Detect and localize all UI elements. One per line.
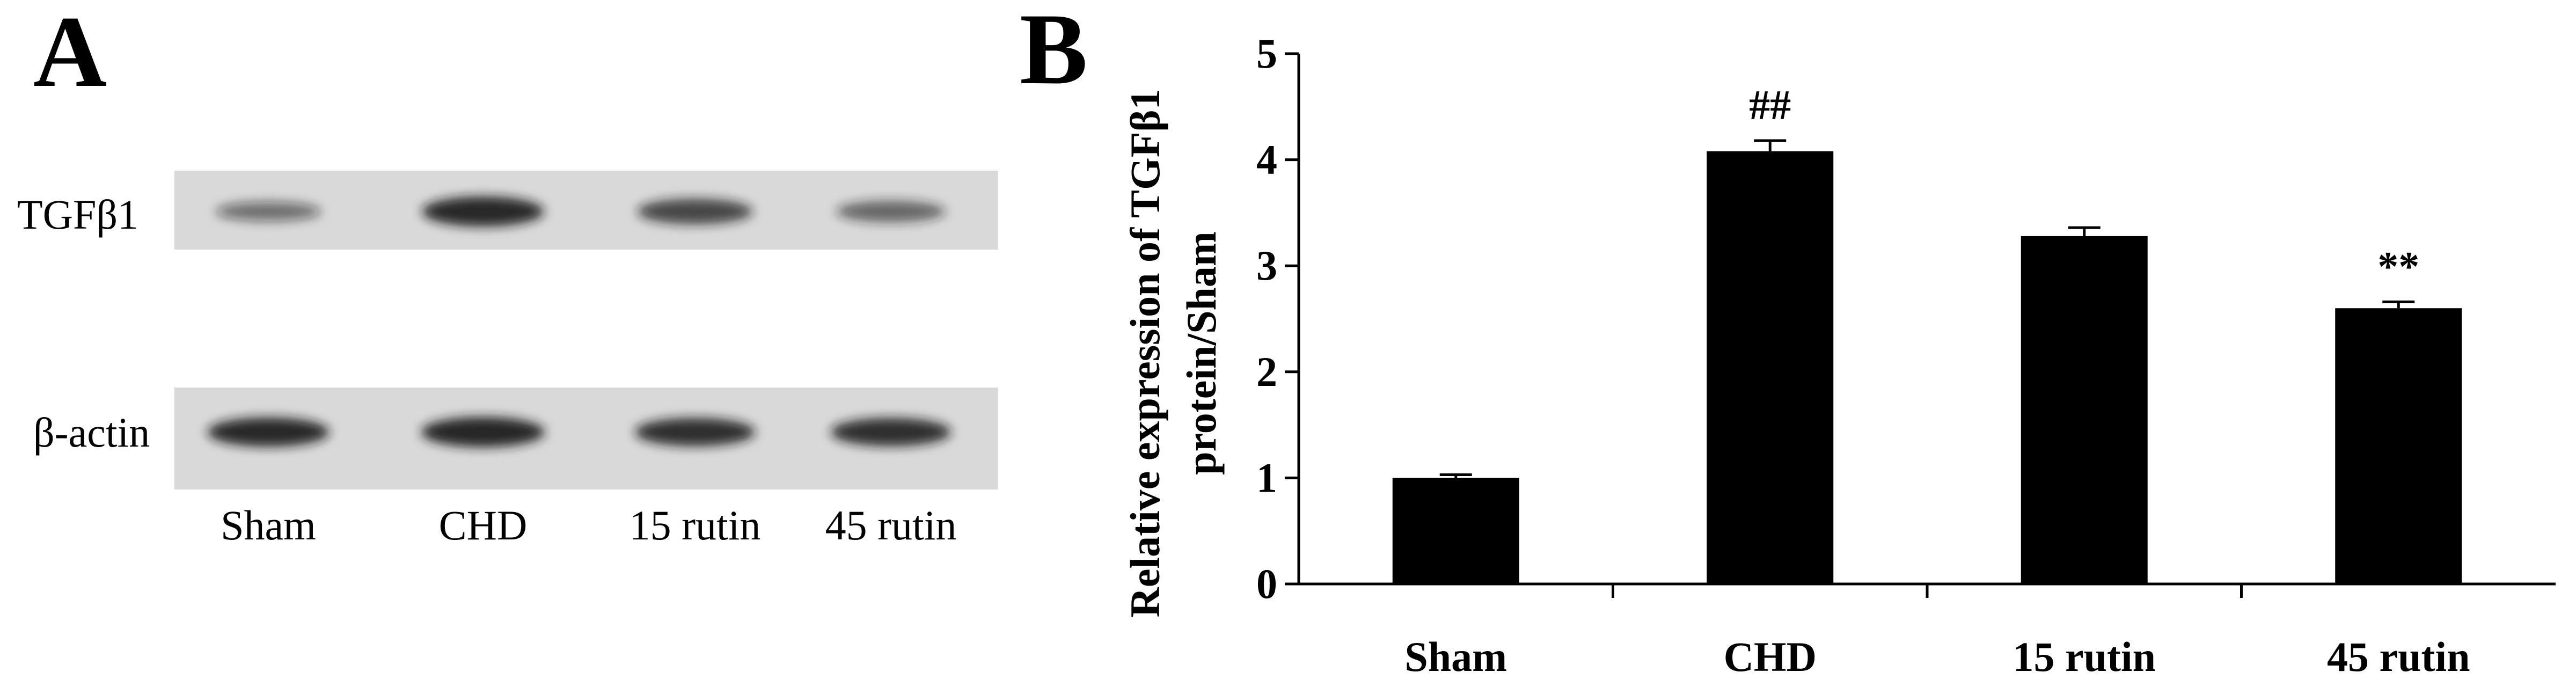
bar-15-rutin: [2021, 236, 2148, 584]
blot-row-label-tgfb1: TGFβ1: [17, 191, 138, 238]
lane-label-45-rutin: 45 rutin: [825, 502, 957, 549]
y-tick-label: 0: [1256, 560, 1277, 607]
blot-row-tgfb1: TGFβ1: [17, 171, 998, 250]
blot-band: [831, 418, 951, 447]
y-axis-label-line-1: Relative expression of TGFβ1: [1122, 89, 1168, 618]
panel-a-letter: A: [33, 0, 107, 108]
blot-band: [637, 199, 753, 224]
y-axis-label: Relative expression of TGFβ1 protein/Sha…: [1122, 89, 1225, 618]
lane-label-15-rutin: 15 rutin: [630, 502, 761, 549]
blot-band: [421, 417, 545, 447]
chart-labels: 0 1 2 3 4 5 Sham CHD ## 15 rutin 45 rutin **: [1256, 30, 2470, 680]
panel-a-western-blot: A TGFβ1 β-actin Sham CHD 15 rutin 45 rut…: [17, 0, 998, 549]
y-tick-label: 2: [1256, 348, 1277, 395]
blot-bands-beta-actin: [207, 417, 951, 447]
y-tick-label: 5: [1256, 30, 1277, 77]
blot-row-beta-actin: β-actin: [33, 388, 998, 490]
significance-annotation: **: [2377, 243, 2419, 289]
blot-band: [207, 417, 330, 447]
panel-b-letter: B: [1020, 0, 1088, 106]
x-category-label: Sham: [1404, 633, 1507, 680]
x-category-label: 15 rutin: [2012, 633, 2156, 680]
blot-band: [635, 418, 755, 447]
y-tick-label: 1: [1256, 454, 1277, 501]
significance-annotation: ##: [1749, 82, 1791, 128]
chart-bars: [1392, 139, 2462, 584]
y-tick-label: 4: [1256, 136, 1277, 183]
lane-label-sham: Sham: [221, 502, 316, 549]
blot-band: [422, 196, 544, 227]
bar-45-rutin: [2335, 308, 2462, 584]
blot-bands-tgfb1: [215, 196, 946, 227]
blot-band: [836, 201, 946, 222]
bar-chd: [1707, 151, 1834, 584]
x-category-label: 45 rutin: [2327, 633, 2470, 680]
blot-row-label-beta-actin: β-actin: [33, 409, 150, 456]
panel-b-bar-chart: B Relative expression of TGFβ1 protein/S…: [1020, 0, 2556, 680]
lane-label-chd: CHD: [439, 502, 528, 549]
y-tick-label: 3: [1256, 242, 1277, 289]
bar-sham: [1392, 478, 1519, 584]
y-axis-label-line-2: protein/Sham: [1178, 231, 1225, 475]
blot-band: [215, 202, 321, 221]
x-category-label: CHD: [1724, 633, 1817, 680]
blot-lane-labels: Sham CHD 15 rutin 45 rutin: [221, 502, 956, 549]
